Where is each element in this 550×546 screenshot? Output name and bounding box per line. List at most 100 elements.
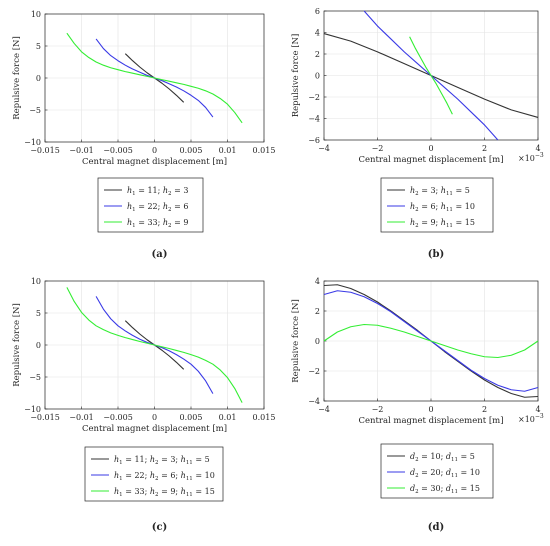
x-tick-label: −0.015 (30, 413, 60, 422)
legend-value: = 22; (136, 202, 163, 211)
x-axis-label: Central magnet displacement [m] (82, 157, 227, 167)
legend-var: h (163, 186, 168, 195)
legend-value: = 6; (419, 202, 441, 211)
x-scale-base: ×10 (518, 154, 535, 163)
legend-entry: d2 = 10; d11 = 5 (410, 452, 475, 463)
y-axis-label: Repulsive force [N] (12, 303, 22, 387)
legend-subscript: 2 (415, 457, 419, 463)
legend-var: h (150, 487, 155, 496)
x-tick-label: −0.015 (30, 146, 60, 155)
y-tick-label: 0 (315, 72, 320, 81)
y-tick-label: −5 (29, 106, 41, 115)
y-tick-label: −5 (29, 373, 41, 382)
x-scale-exponent: −3 (535, 413, 544, 420)
chart-panel-d: −4 −2 0 2 4 −4 −2 0 2 4 Central magnet displacemen… (291, 277, 544, 533)
series-line-3 (409, 36, 453, 115)
legend-subscript: 11 (446, 223, 453, 229)
legend-subscript: 2 (168, 207, 172, 213)
y-axis-label: Repulsive force [N] (12, 36, 22, 120)
legend-subscript: 2 (155, 492, 159, 498)
y-tick-label: 6 (315, 7, 320, 16)
legend-value: = 11; (136, 186, 163, 195)
legend-value: = 15 (458, 484, 480, 493)
legend-value: = 5 (458, 452, 475, 461)
x-tick-label: 0.01 (219, 146, 237, 155)
legend-value: = 33; (136, 218, 163, 227)
x-tick-label: −4 (318, 144, 330, 153)
legend-subscript: 11 (446, 207, 453, 213)
y-tick-label: 5 (36, 42, 41, 51)
y-tick-label: 0 (315, 337, 320, 346)
x-tick-label: 0.005 (180, 146, 203, 155)
legend-var: h (127, 186, 132, 195)
chart-panel-c: −0.015 −0.01 −0.005 0 0.005 0.01 0.015 −10 −5 0 5 1… (12, 277, 275, 533)
x-tick-label: −4 (318, 405, 330, 414)
y-tick-label: −10 (24, 405, 41, 414)
legend: h1 = 11; h2 = 3; h11 = 5h1 = 22; h2 = 6;… (84, 446, 224, 502)
x-tick-label: −0.01 (69, 413, 94, 422)
legend-subscript: 11 (186, 460, 193, 466)
y-tick-label: −4 (308, 115, 320, 124)
legend-var: h (410, 202, 415, 211)
legend-value: = 6 (172, 202, 189, 211)
legend-subscript: 11 (451, 457, 458, 463)
legend-var: h (114, 455, 119, 464)
legend-box (84, 446, 224, 502)
legend-subscript: 2 (415, 473, 419, 479)
x-tick-label: 0 (152, 413, 157, 422)
x-tick-label: 0.01 (219, 413, 237, 422)
legend-var: h (127, 202, 132, 211)
legend-value: = 3; (159, 455, 181, 464)
x-tick-label: 0.005 (180, 413, 203, 422)
legend-value: = 33; (123, 487, 150, 496)
y-tick-label: −2 (308, 367, 320, 376)
legend-box (380, 443, 494, 499)
x-tick-label: 4 (535, 144, 540, 153)
legend-subscript: 2 (415, 207, 419, 213)
x-tick-label: −0.005 (103, 146, 133, 155)
legend-entry: h1 = 33; h2 = 9 (127, 218, 188, 229)
legend-value: = 15 (193, 487, 215, 496)
y-tick-label: 2 (315, 307, 320, 316)
y-tick-label: −10 (24, 138, 41, 147)
legend-value: = 10 (458, 468, 480, 477)
y-tick-label: −2 (308, 93, 320, 102)
legend-subscript: 2 (415, 191, 419, 197)
legend-subscript: 11 (446, 191, 453, 197)
x-axis-label: Central magnet displacement [m] (82, 424, 227, 434)
legend-subscript: 1 (132, 207, 136, 213)
legend-subscript: 1 (132, 191, 136, 197)
x-tick-label: −2 (372, 405, 384, 414)
legend-value: = 30; (419, 484, 446, 493)
x-tick-label: −0.005 (103, 413, 133, 422)
y-tick-label: 0 (36, 74, 41, 83)
x-axis-label: Central magnet displacement [m] (358, 416, 503, 426)
y-tick-label: 5 (36, 309, 41, 318)
legend-value: = 10; (419, 452, 446, 461)
legend-subscript: 1 (119, 476, 123, 482)
legend-entry: h1 = 33; h2 = 9; h11 = 15 (114, 487, 215, 498)
legend-subscript: 2 (155, 460, 159, 466)
x-tick-label: 0 (428, 144, 433, 153)
legend-value: = 20; (419, 468, 446, 477)
x-tick-label: 0 (428, 405, 433, 414)
x-tick-label: 0.015 (253, 146, 276, 155)
x-scale-multiplier: ×10−3 (518, 413, 544, 424)
legend-subscript: 1 (119, 460, 123, 466)
legend-var: h (410, 186, 415, 195)
x-tick-label: −0.01 (69, 146, 94, 155)
x-tick-label: −2 (372, 144, 384, 153)
legend-value: = 10 (453, 202, 475, 211)
legend-subscript: 2 (415, 489, 419, 495)
legend-subscript: 11 (451, 473, 458, 479)
legend-subscript: 2 (155, 476, 159, 482)
x-tick-label: 4 (535, 405, 540, 414)
y-tick-label: 4 (315, 277, 320, 286)
y-axis-label: Repulsive force [N] (291, 299, 301, 383)
legend-var: h (127, 218, 132, 227)
legend-entry: d2 = 30; d11 = 15 (410, 484, 480, 495)
